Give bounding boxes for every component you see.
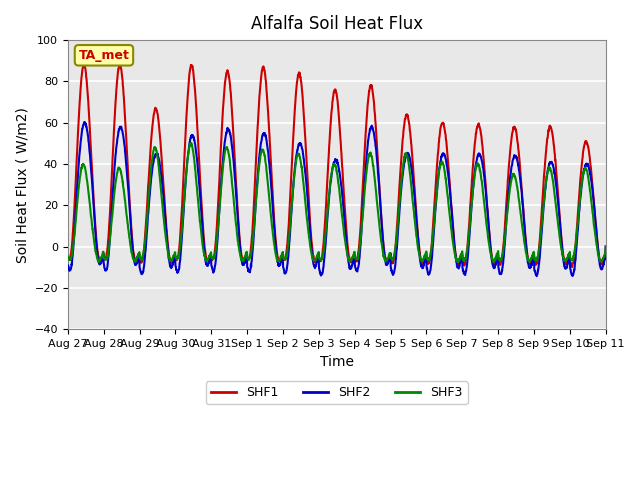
Title: Alfalfa Soil Heat Flux: Alfalfa Soil Heat Flux xyxy=(251,15,423,33)
Text: TA_met: TA_met xyxy=(79,49,129,62)
Y-axis label: Soil Heat Flux ( W/m2): Soil Heat Flux ( W/m2) xyxy=(15,107,29,263)
Legend: SHF1, SHF2, SHF3: SHF1, SHF2, SHF3 xyxy=(205,381,468,404)
X-axis label: Time: Time xyxy=(320,355,354,369)
